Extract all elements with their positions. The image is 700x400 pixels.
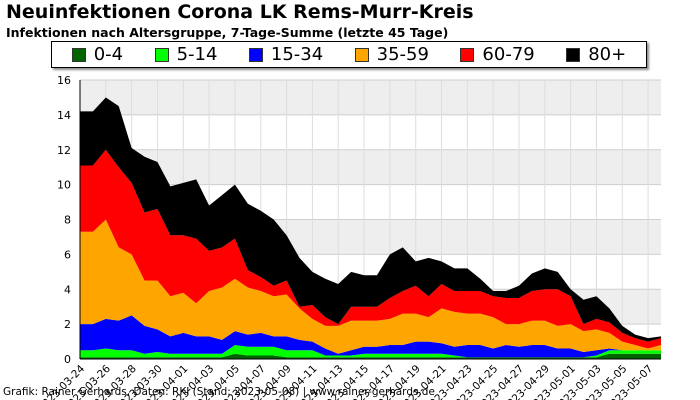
y-tick-label: 10 <box>57 179 71 192</box>
legend-swatch <box>154 47 169 62</box>
legend-label: 60-79 <box>482 44 535 65</box>
legend-item: 15-34 <box>248 44 324 65</box>
legend-label: 15-34 <box>270 44 324 65</box>
legend-item: 80+ <box>566 44 626 65</box>
chart-credit: Grafik: Rainer Gerhards, Daten: RKI (Sta… <box>3 386 435 398</box>
series-area-60-79 <box>80 149 661 349</box>
legend-label: 80+ <box>588 44 627 65</box>
y-tick-label: 8 <box>64 214 71 227</box>
series-area-15-34 <box>80 315 661 358</box>
legend-swatch <box>460 47 475 62</box>
legend-swatch <box>566 47 581 62</box>
grid-band <box>80 149 661 185</box>
legend-swatch <box>71 47 86 62</box>
y-tick-label: 16 <box>57 74 71 87</box>
legend-label: 0-4 <box>93 44 124 65</box>
legend-swatch <box>248 47 263 62</box>
series-area-35-59 <box>80 219 661 354</box>
y-tick-label: 4 <box>64 283 71 296</box>
series-area-0-4 <box>80 353 661 359</box>
legend-item: 60-79 <box>460 44 535 65</box>
legend-item: 5-14 <box>154 44 218 65</box>
chart-legend: 0-4 5-14 15-34 35-59 60-79 80+ <box>51 41 647 68</box>
legend-swatch <box>354 47 369 62</box>
series-area-5-14 <box>80 345 661 358</box>
legend-label: 5-14 <box>176 44 218 65</box>
chart-subtitle: Infektionen nach Altersgruppe, 7-Tage-Su… <box>6 25 449 40</box>
chart-title: Neuinfektionen Corona LK Rems-Murr-Kreis <box>6 1 474 23</box>
legend-item: 0-4 <box>71 44 124 65</box>
y-tick-label: 0 <box>64 353 71 366</box>
y-tick-label: 12 <box>57 144 71 157</box>
legend-label: 35-59 <box>376 44 429 65</box>
series-area-80+ <box>80 97 661 342</box>
y-tick-label: 6 <box>64 248 71 261</box>
grid-band <box>80 80 661 115</box>
legend-item: 35-59 <box>354 44 429 65</box>
y-tick-label: 14 <box>57 109 71 122</box>
y-tick-label: 2 <box>64 318 71 331</box>
